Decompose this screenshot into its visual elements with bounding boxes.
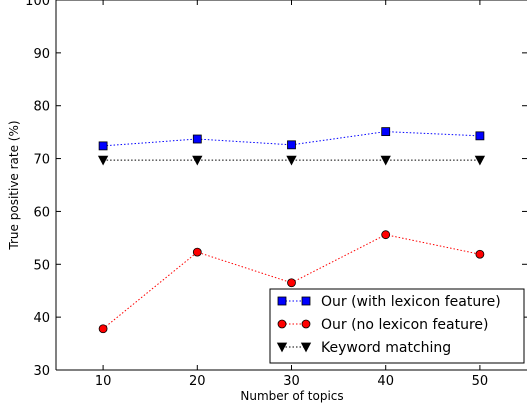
data-point (192, 134, 202, 144)
x-tick-label: 20 (189, 374, 206, 389)
legend-label: Our (with lexicon feature) (321, 294, 501, 310)
x-tick-label: 10 (95, 374, 112, 389)
series-line (103, 131, 480, 147)
y-tick-label: 50 (33, 258, 50, 273)
y-tick-label: 90 (33, 47, 50, 62)
legend-marker (277, 319, 287, 329)
y-tick-label: 100 (25, 0, 50, 9)
data-point (380, 155, 391, 166)
data-point (97, 155, 109, 166)
ticks-layer: 30 40 50 60 70 80 90 100 10 20 30 40 50 (25, 0, 527, 389)
legend-entry: Our (with lexicon feature) (277, 294, 501, 310)
data-point (286, 155, 297, 166)
data-point (287, 278, 296, 288)
data-point (192, 155, 203, 166)
legend-marker (301, 296, 311, 306)
data-point (475, 131, 485, 141)
legend-box (269, 288, 525, 364)
y-tick-label: 30 (33, 364, 50, 379)
data-point (474, 155, 486, 166)
series-layer (97, 127, 486, 334)
y-tick-label: 70 (33, 153, 50, 168)
x-tick-label: 40 (377, 374, 394, 389)
legend: Our (with lexicon feature) Our (no lexico… (269, 288, 525, 364)
y-tick-label: 80 (33, 100, 50, 115)
legend-entry: Our (no lexicon feature) (277, 317, 488, 333)
legend-marker (277, 296, 287, 306)
legend-marker (300, 342, 312, 353)
x-tick-label: 50 (472, 374, 489, 389)
data-point (475, 249, 485, 259)
x-axis-label: Number of topics (240, 389, 343, 403)
data-point (381, 127, 391, 137)
x-tick-label: 30 (283, 374, 300, 389)
series-1 (98, 127, 485, 151)
series-2 (98, 230, 485, 334)
y-axis-label: True positive rate (%) (7, 120, 21, 250)
data-point (98, 141, 108, 151)
data-point (381, 230, 391, 240)
data-point (287, 140, 296, 150)
legend-entry: Keyword matching (276, 340, 451, 356)
series-3 (97, 155, 486, 166)
legend-marker (276, 342, 288, 353)
y-tick-label: 60 (33, 205, 50, 220)
data-point (98, 324, 108, 334)
legend-label: Our (no lexicon feature) (321, 317, 488, 333)
data-point (192, 247, 202, 257)
legend-marker (301, 319, 311, 329)
legend-label: Keyword matching (321, 340, 451, 356)
y-tick-label: 40 (33, 311, 50, 326)
